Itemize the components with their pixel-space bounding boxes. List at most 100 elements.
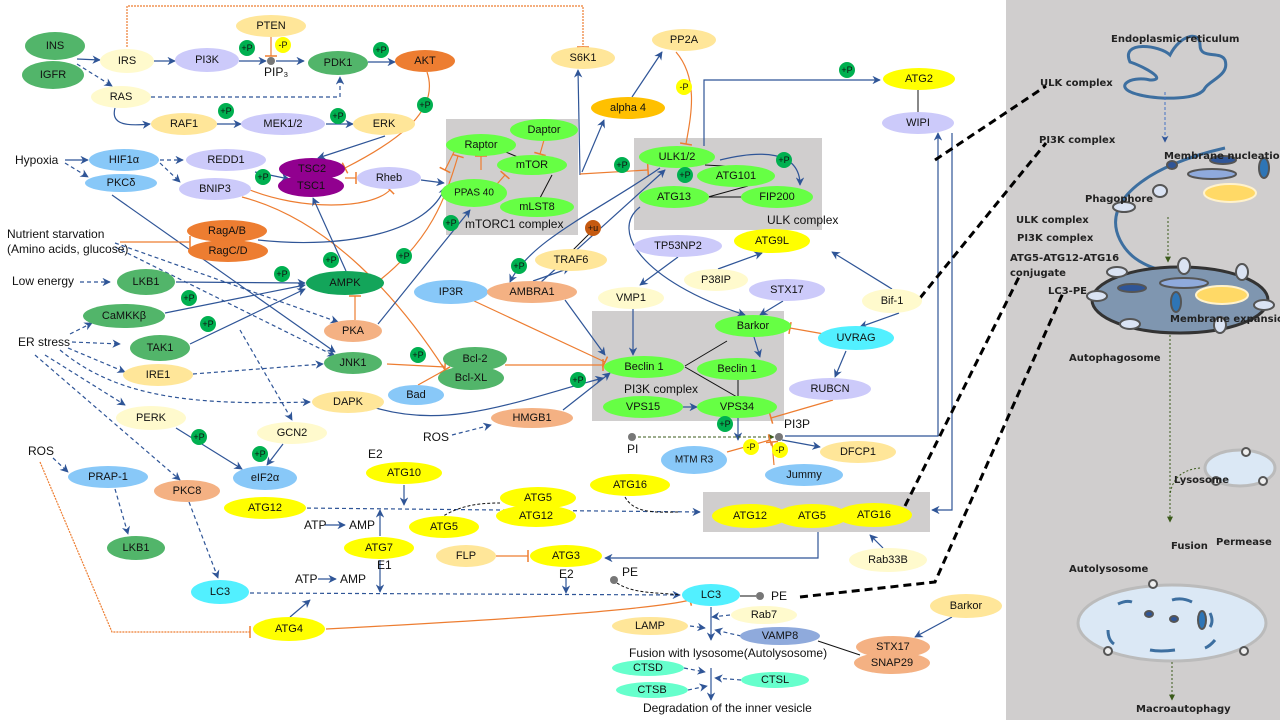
node-lkb1b[interactable]: LKB1: [107, 536, 165, 560]
node-ins[interactable]: INS: [25, 32, 85, 60]
node-uvrag[interactable]: UVRAG: [818, 326, 894, 350]
node-tsc2[interactable]: TSC2: [279, 158, 345, 180]
node-stx17b[interactable]: STX17: [856, 636, 930, 658]
node-jummy[interactable]: Jummy: [765, 464, 843, 486]
node-bad[interactable]: Bad: [388, 385, 444, 405]
node-ragab[interactable]: RagA/B: [187, 220, 267, 242]
node-bif1[interactable]: Bif-1: [862, 289, 922, 313]
node-beclin1a[interactable]: Beclin 1: [604, 356, 684, 378]
node-bcl2[interactable]: Bcl-2: [443, 347, 507, 371]
node-vmp1[interactable]: VMP1: [598, 287, 664, 309]
node-hif1a[interactable]: HIF1α: [89, 149, 159, 171]
node-rab7[interactable]: Rab7: [731, 606, 797, 624]
node-pdk1[interactable]: PDK1: [308, 51, 368, 75]
node-redd1[interactable]: REDD1: [186, 149, 266, 171]
node-rab33b[interactable]: Rab33B: [849, 548, 927, 572]
node-mek[interactable]: MEK1/2: [241, 113, 325, 135]
node-dfcp1[interactable]: DFCP1: [820, 441, 896, 463]
node-atg16c[interactable]: ATG16: [836, 503, 912, 527]
node-vps34[interactable]: VPS34: [697, 396, 777, 418]
node-atg12c[interactable]: ATG12: [712, 504, 788, 528]
node-irs[interactable]: IRS: [100, 49, 154, 73]
node-atg101[interactable]: ATG101: [697, 165, 775, 187]
node-beclin1b[interactable]: Beclin 1: [697, 358, 777, 380]
node-atg2[interactable]: ATG2: [883, 68, 955, 90]
node-raf1[interactable]: RAF1: [151, 113, 217, 135]
node-erk[interactable]: ERK: [353, 113, 415, 135]
node-barkor[interactable]: Barkor: [715, 315, 791, 337]
node-pp2a[interactable]: PP2A: [652, 29, 716, 51]
node-flp[interactable]: FLP: [436, 545, 496, 567]
node-shape: [856, 636, 930, 658]
node-pkc8[interactable]: PKC8: [154, 480, 220, 502]
node-tak1[interactable]: TAK1: [130, 335, 190, 361]
node-atg13[interactable]: ATG13: [639, 186, 709, 208]
node-lkb1[interactable]: LKB1: [117, 269, 175, 295]
node-ulk12[interactable]: ULK1/2: [639, 146, 715, 168]
node-atg12b[interactable]: ATG12: [496, 505, 576, 527]
node-atg5c[interactable]: ATG5: [776, 504, 848, 528]
node-atg16a[interactable]: ATG16: [590, 474, 670, 496]
node-raptor[interactable]: Raptor: [446, 134, 516, 156]
node-akt[interactable]: AKT: [395, 50, 455, 72]
node-camkkb[interactable]: CaMKKβ: [83, 304, 165, 328]
node-mlst8[interactable]: mLST8: [500, 197, 574, 217]
node-fip200[interactable]: FIP200: [741, 186, 813, 208]
node-vps15[interactable]: VPS15: [603, 396, 683, 418]
node-mtor[interactable]: mTOR: [497, 155, 567, 175]
node-atg4[interactable]: ATG4: [253, 617, 325, 641]
node-atg5a[interactable]: ATG5: [409, 516, 479, 538]
node-rubcn[interactable]: RUBCN: [789, 378, 871, 400]
node-s6k1[interactable]: S6K1: [551, 47, 615, 69]
node-pten[interactable]: PTEN: [236, 15, 306, 37]
node-snap29[interactable]: SNAP29: [854, 652, 930, 674]
node-tsc1[interactable]: TSC1: [278, 175, 344, 197]
node-hmgb1[interactable]: HMGB1: [491, 408, 573, 428]
node-perk[interactable]: PERK: [116, 406, 186, 430]
node-prap1[interactable]: PRAP-1: [68, 466, 148, 488]
node-bnip3[interactable]: BNIP3: [179, 178, 251, 200]
node-ambra1[interactable]: AMBRA1: [487, 281, 577, 303]
node-rheb[interactable]: Rheb: [357, 167, 421, 189]
node-ire1[interactable]: IRE1: [123, 364, 193, 386]
node-label: PI3K: [195, 54, 220, 66]
node-gcn2[interactable]: GCN2: [257, 422, 327, 444]
node-stx17a[interactable]: STX17: [749, 279, 825, 301]
node-ctsl[interactable]: CTSL: [741, 672, 809, 688]
node-ctsd[interactable]: CTSD: [612, 660, 684, 676]
node-ip3r[interactable]: IP3R: [414, 280, 488, 304]
node-lamp[interactable]: LAMP: [612, 617, 688, 635]
node-lc3a[interactable]: LC3: [191, 580, 249, 604]
node-ctsb[interactable]: CTSB: [616, 682, 688, 698]
node-vamp8[interactable]: VAMP8: [740, 627, 820, 645]
node-atg7[interactable]: ATG7: [344, 537, 414, 559]
node-mtmr3[interactable]: MTM R3: [661, 446, 727, 474]
node-atg3[interactable]: ATG3: [530, 545, 602, 567]
node-eif2a[interactable]: eIF2α: [233, 466, 297, 490]
node-ras[interactable]: RAS: [91, 86, 151, 108]
node-wipi[interactable]: WIPI: [882, 112, 954, 134]
node-shape: [253, 617, 325, 641]
node-atg5b[interactable]: ATG5: [500, 487, 576, 509]
node-dapk[interactable]: DAPK: [312, 391, 384, 413]
node-barkor2[interactable]: Barkor: [930, 594, 1002, 618]
node-label: LC3: [701, 589, 721, 601]
node-pi3k[interactable]: PI3K: [175, 48, 239, 72]
node-lc3b[interactable]: LC3: [682, 584, 740, 606]
node-ragcd[interactable]: RagC/D: [188, 240, 268, 262]
node-atg9l[interactable]: ATG9L: [734, 229, 810, 253]
node-p38ip[interactable]: P38IP: [684, 269, 748, 291]
node-jnk1[interactable]: JNK1: [324, 352, 382, 374]
node-tp53np2[interactable]: TP53NP2: [634, 235, 722, 257]
node-pka[interactable]: PKA: [324, 320, 382, 342]
node-bclxl[interactable]: Bcl-XL: [438, 366, 504, 390]
node-igfr[interactable]: IGFR: [22, 61, 84, 89]
node-atg12a[interactable]: ATG12: [224, 497, 306, 519]
node-daptor[interactable]: Daptor: [510, 119, 578, 141]
node-traf6[interactable]: TRAF6: [535, 249, 607, 271]
node-atg10[interactable]: ATG10: [366, 462, 442, 484]
node-ampk[interactable]: AMPK: [306, 271, 384, 295]
node-pkcd[interactable]: PKCδ: [85, 174, 157, 192]
node-alpha4[interactable]: alpha 4: [591, 97, 665, 119]
node-ppas40[interactable]: PPAS 40: [441, 179, 507, 207]
